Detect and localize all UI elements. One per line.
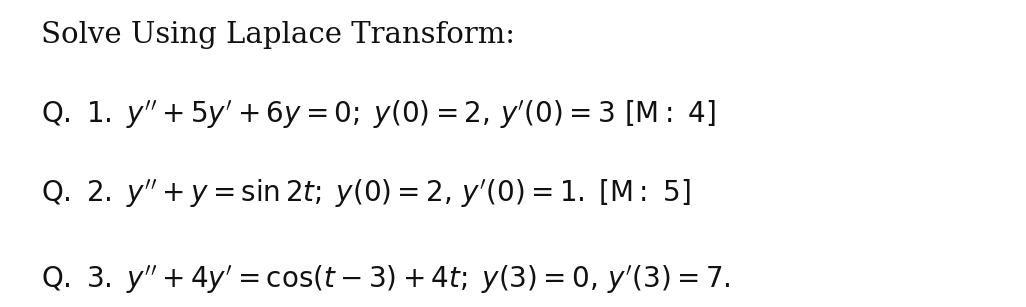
Text: $\mathrm{Q.\ 1.\ } y'' + 5y' + 6y = 0;\; y(0) = 2,\, y'(0) = 3\ [\mathrm{M:\ 4}]: $\mathrm{Q.\ 1.\ } y'' + 5y' + 6y = 0;\;…	[41, 98, 716, 131]
Text: Solve Using Laplace Transform:: Solve Using Laplace Transform:	[41, 21, 515, 49]
Text: $\mathrm{Q.\ 3.\ } y'' + 4y' = \cos(t-3) + 4t;\; y(3) = 0,\, y'(3) = 7.$: $\mathrm{Q.\ 3.\ } y'' + 4y' = \cos(t-3)…	[41, 264, 731, 297]
Text: $\mathrm{Q.\ 2.\ } y'' + y = \sin 2t;\; y(0) = 2,\, y'(0) = 1.\; [\mathrm{M:\ 5}: $\mathrm{Q.\ 2.\ } y'' + y = \sin 2t;\; …	[41, 178, 690, 211]
